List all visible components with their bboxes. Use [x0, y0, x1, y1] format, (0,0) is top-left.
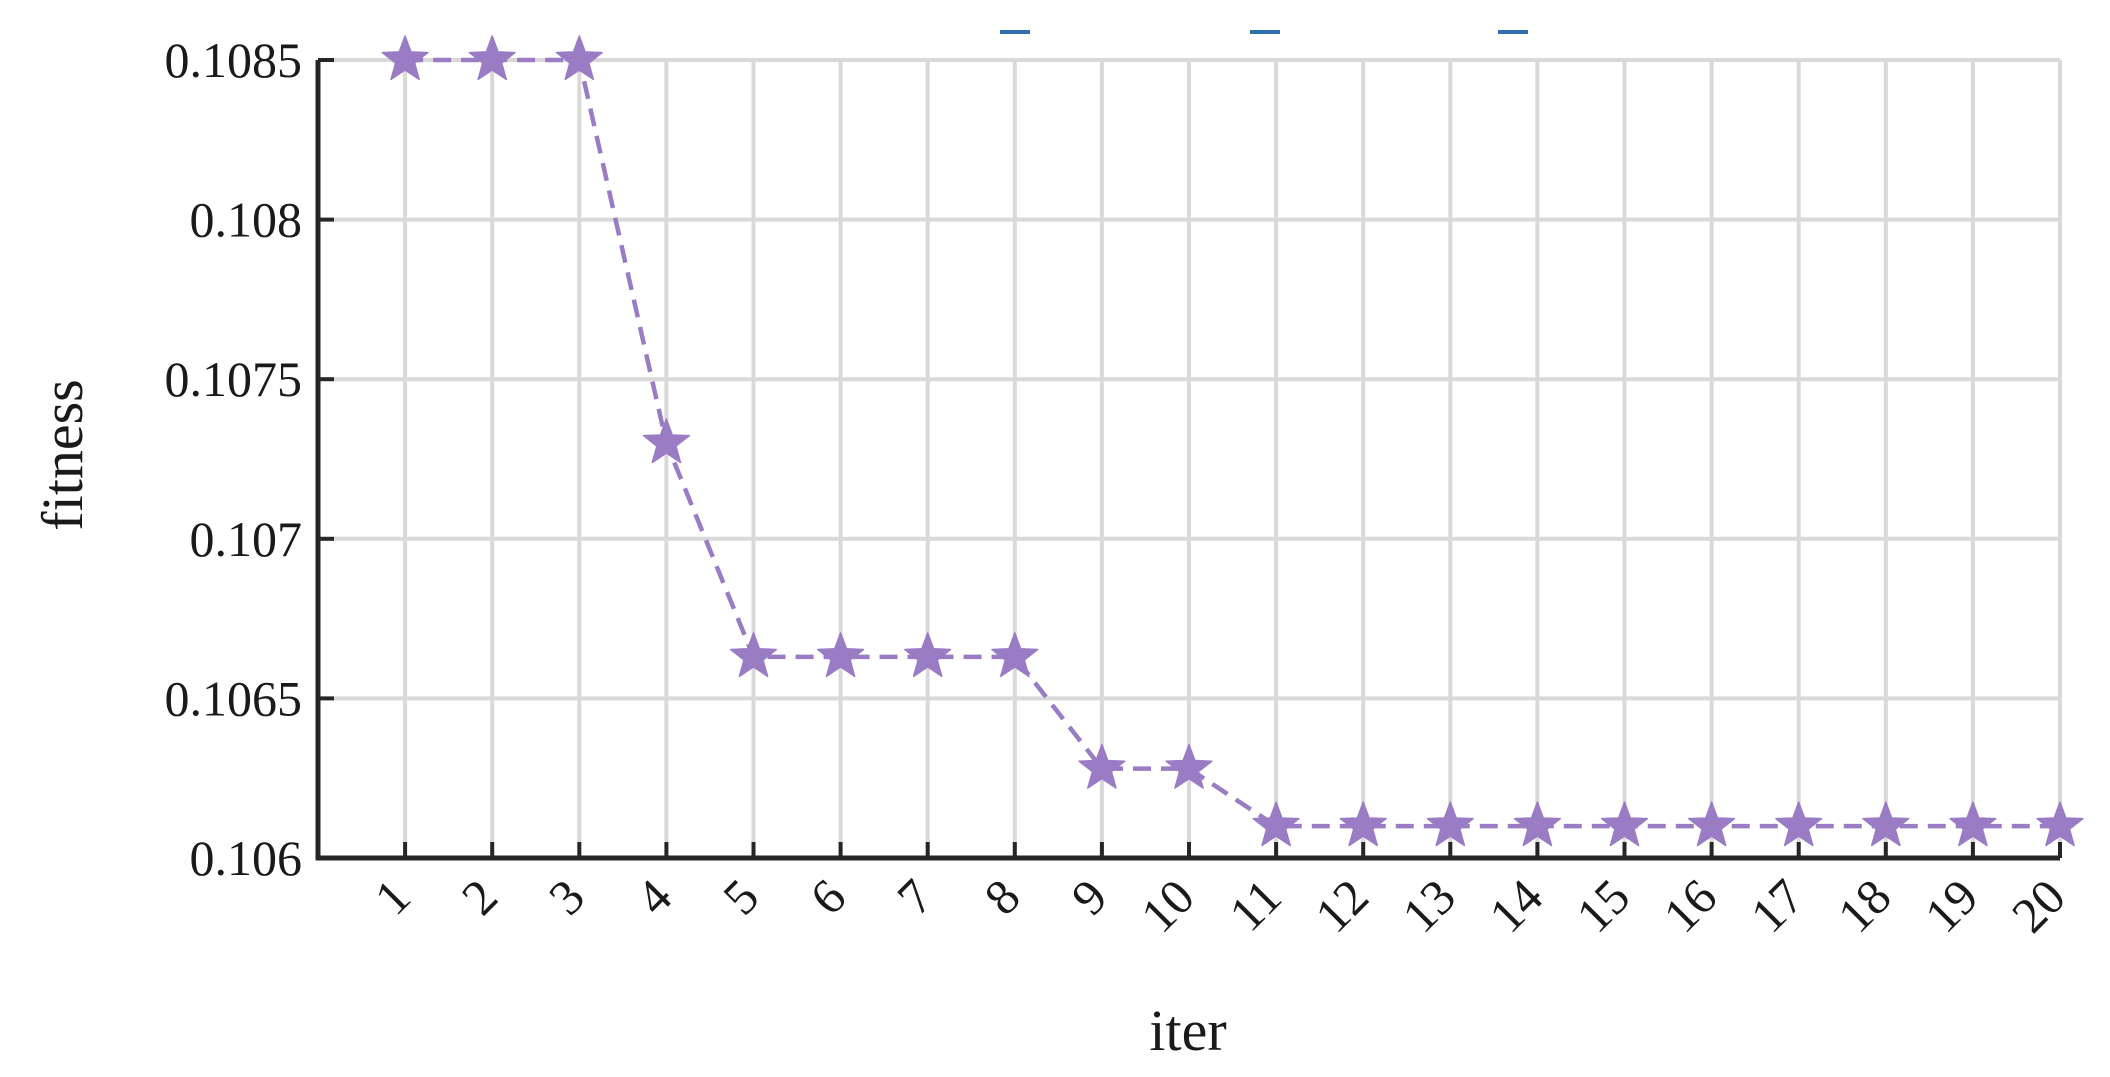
data-point-star	[1775, 801, 1823, 847]
data-point-star	[1949, 801, 1997, 847]
data-point-star	[1513, 801, 1561, 847]
y-tick-label: 0.106	[190, 830, 303, 886]
x-tick-label: 5	[712, 868, 769, 925]
y-tick-label: 0.108	[190, 192, 303, 248]
data-point-star	[1252, 801, 1300, 847]
data-point-star	[1600, 801, 1649, 847]
x-axis-label: iter	[1149, 998, 1226, 1063]
data-point-star	[555, 35, 603, 81]
x-tick-label: 10	[1130, 868, 1205, 943]
data-point-star	[991, 632, 1039, 678]
x-tick-label: 16	[1652, 868, 1727, 943]
x-tick-label: 15	[1565, 868, 1640, 943]
x-tick-label: 3	[538, 868, 595, 925]
x-tick-label: 18	[1827, 868, 1902, 943]
data-point-star	[468, 35, 516, 81]
data-point-star	[642, 418, 690, 464]
data-point-star	[1339, 801, 1387, 847]
x-tick-label: 20	[2001, 868, 2076, 943]
data-point-star	[1078, 743, 1126, 789]
x-tick-label: 2	[451, 868, 508, 925]
x-tick-label: 1	[364, 868, 421, 925]
data-point-star	[381, 35, 429, 81]
y-tick-label: 0.1085	[165, 32, 303, 88]
y-tick-label: 0.1065	[165, 670, 303, 726]
grid	[318, 58, 2062, 860]
data-point-star	[1862, 801, 1910, 847]
data-point-star	[1426, 801, 1474, 847]
series-layer	[381, 35, 2084, 847]
x-tick-label: 8	[973, 868, 1030, 925]
y-tick-label: 0.107	[190, 511, 303, 567]
y-axis-label: fitness	[30, 379, 95, 530]
y-tick-label: 0.1075	[165, 351, 303, 407]
x-tick-label: 6	[799, 868, 856, 925]
x-tick-label: 9	[1060, 868, 1117, 925]
x-tick-label: 14	[1478, 868, 1553, 943]
series-line	[405, 57, 2060, 829]
data-point-star	[904, 632, 952, 678]
x-tick-label: 7	[886, 868, 943, 925]
data-point-star	[1688, 801, 1736, 847]
x-tick-label: 19	[1914, 868, 1989, 943]
x-tick-label: 17	[1740, 868, 1815, 943]
data-point-star	[2036, 801, 2084, 847]
data-point-star	[817, 632, 865, 678]
x-tick-label: 13	[1391, 868, 1466, 943]
x-tick-label: 12	[1304, 868, 1379, 943]
data-point-star	[729, 632, 778, 678]
data-point-star	[1165, 743, 1213, 789]
x-tick-label: 11	[1218, 868, 1292, 942]
x-tick-label: 4	[625, 868, 682, 925]
axes	[315, 58, 2062, 861]
